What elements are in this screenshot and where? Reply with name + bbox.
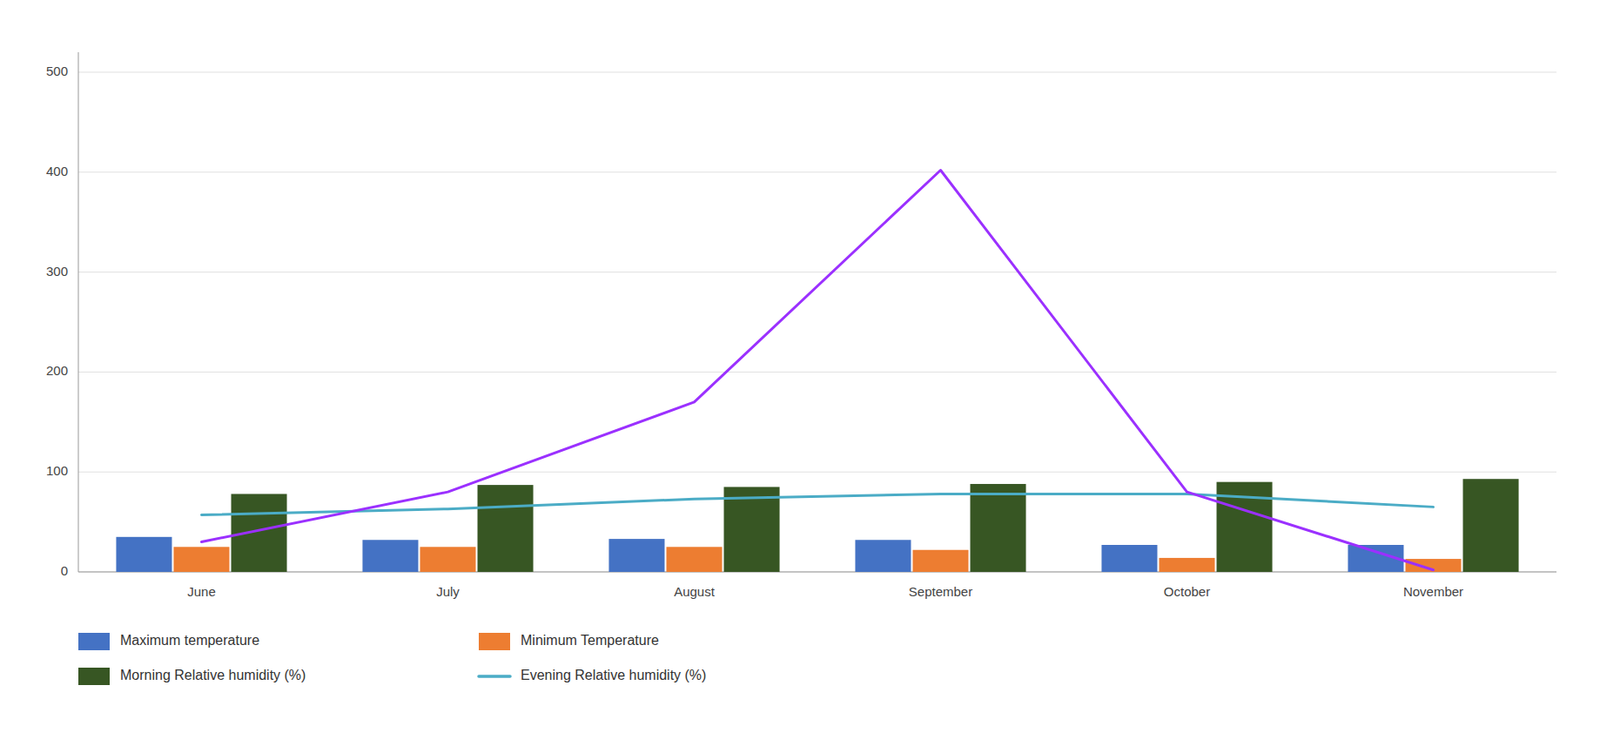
x-tick-label: August (673, 584, 716, 599)
bar (362, 539, 418, 572)
legend-swatch (478, 632, 511, 651)
y-axis: 0 100 200 300 400 500 (46, 52, 79, 579)
bar (1101, 544, 1157, 572)
legend: Maximum temperature Minimum Temperature Mo… (78, 632, 706, 686)
bar (115, 537, 172, 572)
grid-line (78, 271, 1557, 273)
legend-swatch (78, 632, 110, 651)
y-tick-label: 300 (46, 263, 68, 279)
chart-container: 0 100 200 300 400 500 June July August September O… (0, 0, 1600, 746)
x-axis: June July August September October November (78, 571, 1557, 599)
x-axis-line (78, 571, 1557, 573)
grid-line (78, 171, 1557, 173)
y-tick-label: 500 (46, 63, 68, 79)
legend-item: Morning Relative humidity (%) (78, 667, 306, 686)
x-tick-label: September (908, 584, 973, 599)
legend-label: Maximum temperature (120, 632, 260, 648)
x-tick-label: July (436, 584, 460, 599)
y-tick-label: 400 (46, 163, 68, 179)
bar (665, 546, 722, 572)
legend-item: Evening Relative humidity (%) (478, 667, 706, 683)
grid-line (78, 71, 1557, 73)
bar-series (231, 478, 1520, 572)
bar (724, 486, 780, 572)
grid (78, 72, 1557, 572)
legend-swatch (478, 674, 511, 679)
bar (1158, 557, 1215, 572)
bar (173, 546, 229, 572)
chart: 0 100 200 300 400 500 June July August September O… (0, 0, 1600, 746)
grid-line (78, 571, 1557, 573)
x-tick-label: June (187, 584, 216, 599)
bar (970, 484, 1027, 572)
legend-label: Evening Relative humidity (%) (520, 667, 706, 683)
legend-item: Minimum Temperature (478, 632, 659, 651)
bar (1463, 478, 1520, 572)
bar (854, 539, 911, 572)
y-tick-label: 100 (46, 463, 68, 478)
bar (608, 538, 665, 572)
legend-label: Morning Relative humidity (%) (120, 667, 306, 683)
bar (419, 546, 476, 572)
x-tick-label: October (1163, 584, 1211, 599)
legend-item: Maximum temperature (78, 632, 260, 651)
line (201, 169, 1434, 570)
x-tick-label: November (1403, 584, 1464, 599)
bar (477, 484, 534, 572)
grid-line (78, 471, 1557, 473)
y-axis-line (78, 52, 80, 572)
legend-swatch (78, 667, 110, 686)
legend-label: Minimum Temperature (520, 632, 659, 648)
bar (912, 550, 969, 572)
marks (115, 169, 1519, 572)
y-tick-label: 200 (46, 363, 68, 378)
y-tick-label: 0 (60, 563, 68, 579)
grid-line (78, 371, 1557, 373)
